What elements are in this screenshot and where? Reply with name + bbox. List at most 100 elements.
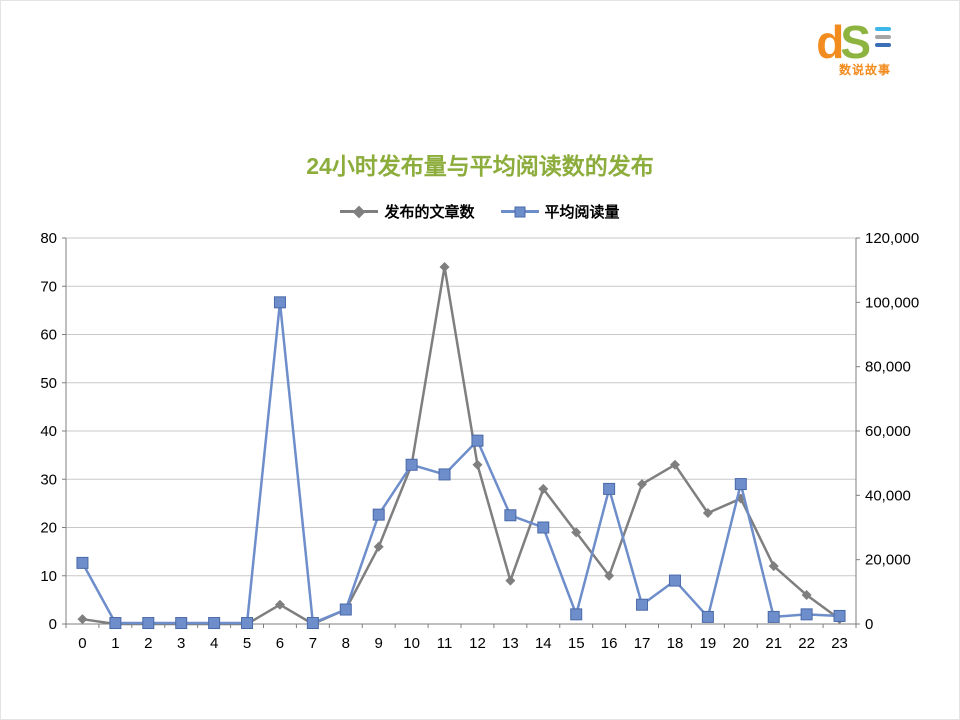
legend-label-articles: 发布的文章数 bbox=[384, 204, 475, 221]
chart-legend: 发布的文章数 平均阅读量 bbox=[1, 201, 959, 222]
diamond-marker-icon bbox=[604, 570, 615, 581]
legend-swatch-square bbox=[500, 205, 539, 219]
square-marker-icon bbox=[438, 468, 451, 481]
square-marker-icon bbox=[109, 617, 122, 630]
chart-canvas: 01020304050607080020,00040,00060,00080,0… bbox=[40, 230, 919, 652]
x-axis-label: 14 bbox=[535, 635, 552, 652]
square-marker-icon bbox=[306, 617, 319, 630]
x-axis-label: 4 bbox=[210, 635, 218, 652]
square-marker-icon bbox=[514, 206, 525, 217]
left-axis-label: 50 bbox=[40, 375, 57, 392]
square-marker-icon bbox=[800, 608, 813, 621]
left-axis-label: 10 bbox=[40, 568, 57, 585]
series-line-1 bbox=[81, 301, 841, 625]
square-marker-icon bbox=[142, 617, 155, 630]
x-axis-label: 17 bbox=[634, 635, 651, 652]
square-marker-icon bbox=[273, 296, 286, 309]
square-marker-icon bbox=[767, 610, 780, 623]
square-marker-icon bbox=[471, 434, 484, 447]
x-axis-label: 0 bbox=[78, 635, 86, 652]
diamond-marker-icon bbox=[505, 575, 516, 586]
logo-bar bbox=[875, 35, 891, 39]
left-axis-label: 80 bbox=[40, 230, 57, 247]
logo-mark: d S bbox=[771, 19, 891, 65]
diamond-marker-icon bbox=[472, 459, 483, 470]
square-marker-icon bbox=[339, 603, 352, 616]
left-axis-label: 70 bbox=[40, 278, 57, 295]
x-axis-label: 13 bbox=[502, 635, 519, 652]
square-marker-icon bbox=[833, 609, 846, 622]
x-axis-label: 11 bbox=[437, 635, 453, 652]
square-marker-icon bbox=[76, 556, 89, 569]
diamond-marker-icon bbox=[669, 459, 680, 470]
left-axis-label: 0 bbox=[49, 616, 57, 633]
x-axis-label: 15 bbox=[568, 635, 585, 652]
right-axis-label: 60,000 bbox=[865, 423, 911, 440]
left-axis-label: 40 bbox=[40, 423, 57, 440]
logo: d S 数说故事 bbox=[771, 19, 891, 78]
x-axis-label: 20 bbox=[732, 635, 749, 652]
x-axis-label: 3 bbox=[177, 635, 185, 652]
diamond-marker-icon bbox=[538, 483, 549, 494]
left-axis-label: 30 bbox=[40, 471, 57, 488]
square-marker-icon bbox=[603, 482, 616, 495]
right-axis-label: 100,000 bbox=[865, 294, 919, 311]
x-axis-label: 21 bbox=[765, 635, 782, 652]
right-axis-label: 80,000 bbox=[865, 359, 911, 376]
x-axis-label: 8 bbox=[342, 635, 350, 652]
legend-label-avg-reads: 平均阅读量 bbox=[544, 204, 620, 221]
logo-letter-s: S bbox=[840, 16, 871, 68]
right-axis-label: 40,000 bbox=[865, 487, 911, 504]
right-axis-label: 120,000 bbox=[865, 230, 919, 247]
square-marker-icon bbox=[175, 617, 188, 630]
logo-letter-d: d bbox=[816, 16, 845, 68]
diamond-marker-icon bbox=[637, 479, 648, 490]
square-marker-icon bbox=[734, 478, 747, 491]
square-marker-icon bbox=[537, 521, 550, 534]
diamond-marker-icon bbox=[373, 541, 384, 552]
square-marker-icon bbox=[208, 617, 221, 630]
legend-swatch-diamond bbox=[340, 205, 379, 219]
logo-bar bbox=[875, 27, 891, 31]
left-axis-label: 20 bbox=[40, 520, 57, 537]
diamond-marker-icon bbox=[439, 261, 450, 272]
square-marker-icon bbox=[372, 508, 385, 521]
x-axis-label: 1 bbox=[111, 635, 119, 652]
x-axis-label: 9 bbox=[375, 635, 383, 652]
chart-title: 24小时发布量与平均阅读数的发布 bbox=[306, 153, 654, 179]
diamond-marker-icon bbox=[768, 561, 779, 572]
square-marker-icon bbox=[405, 458, 418, 471]
x-axis-label: 2 bbox=[144, 635, 152, 652]
x-axis-label: 19 bbox=[700, 635, 717, 652]
diamond-marker-icon bbox=[801, 590, 812, 601]
diamond-marker-icon bbox=[353, 205, 366, 218]
square-marker-icon bbox=[701, 610, 714, 623]
x-axis-label: 18 bbox=[667, 635, 684, 652]
square-marker-icon bbox=[504, 509, 517, 522]
square-marker-icon bbox=[241, 617, 254, 630]
diamond-marker-icon bbox=[77, 614, 88, 625]
logo-caption: 数说故事 bbox=[838, 63, 891, 77]
square-marker-icon bbox=[668, 574, 681, 587]
x-axis-label: 5 bbox=[243, 635, 251, 652]
right-axis-label: 20,000 bbox=[865, 552, 911, 569]
right-axis-label: 0 bbox=[865, 616, 873, 633]
left-axis-label: 60 bbox=[40, 327, 57, 344]
series-line-0 bbox=[81, 265, 841, 626]
x-axis-label: 7 bbox=[309, 635, 317, 652]
diamond-marker-icon bbox=[274, 599, 285, 610]
logo-bar bbox=[875, 43, 891, 47]
x-axis-label: 12 bbox=[469, 635, 486, 652]
x-axis-label: 6 bbox=[276, 635, 284, 652]
diamond-marker-icon bbox=[571, 527, 582, 538]
square-marker-icon bbox=[636, 598, 649, 611]
logo-bars-icon bbox=[875, 27, 891, 47]
legend-item-articles: 发布的文章数 bbox=[340, 201, 475, 222]
square-marker-icon bbox=[570, 608, 583, 621]
diamond-marker-icon bbox=[702, 508, 713, 519]
legend-item-avg-reads: 平均阅读量 bbox=[500, 201, 620, 222]
x-axis-label: 16 bbox=[601, 635, 618, 652]
x-axis-label: 22 bbox=[798, 635, 815, 652]
x-axis-label: 10 bbox=[403, 635, 420, 652]
